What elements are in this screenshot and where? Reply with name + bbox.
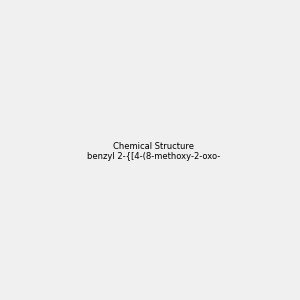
- Text: Chemical Structure
benzyl 2-{[4-(8-methoxy-2-oxo-: Chemical Structure benzyl 2-{[4-(8-metho…: [87, 142, 220, 161]
